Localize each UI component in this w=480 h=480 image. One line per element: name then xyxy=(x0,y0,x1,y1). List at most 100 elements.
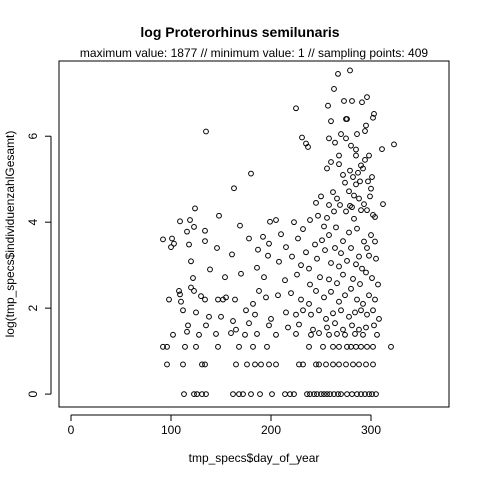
data-point xyxy=(340,238,346,244)
data-point xyxy=(370,114,376,121)
data-point xyxy=(330,310,336,317)
data-point xyxy=(347,202,353,209)
data-point xyxy=(229,251,235,258)
data-point xyxy=(310,326,316,333)
chart-subtitle: maximum value: 1877 // minimum value: 1 … xyxy=(80,46,428,60)
data-point xyxy=(326,135,332,142)
data-point xyxy=(330,361,336,368)
data-point xyxy=(350,276,356,282)
data-point xyxy=(254,264,260,271)
data-point xyxy=(362,128,368,134)
data-point xyxy=(192,205,198,212)
data-point xyxy=(300,307,306,314)
data-point xyxy=(356,253,362,260)
data-point xyxy=(344,257,350,264)
data-point xyxy=(358,343,364,350)
data-point xyxy=(370,307,376,314)
data-point xyxy=(326,202,332,208)
data-point xyxy=(379,146,385,153)
data-point xyxy=(233,326,239,333)
data-point xyxy=(358,307,364,314)
data-point xyxy=(218,313,224,320)
data-point xyxy=(331,208,337,215)
data-point xyxy=(268,315,274,322)
data-point xyxy=(358,391,364,398)
data-point xyxy=(363,361,369,368)
data-point xyxy=(347,67,353,74)
data-point xyxy=(336,152,342,159)
data-point xyxy=(349,322,355,329)
data-point xyxy=(314,391,320,398)
data-point xyxy=(328,260,334,266)
data-point xyxy=(327,391,333,398)
data-point xyxy=(296,321,302,328)
data-point xyxy=(275,292,281,299)
data-point xyxy=(318,193,324,200)
data-point xyxy=(344,116,350,122)
data-point xyxy=(184,228,190,235)
data-point xyxy=(354,391,360,398)
data-point xyxy=(300,226,306,232)
data-point xyxy=(203,391,209,398)
data-point xyxy=(313,288,319,294)
data-point xyxy=(296,361,302,368)
data-point xyxy=(328,288,334,295)
data-point xyxy=(380,201,386,208)
data-point xyxy=(316,361,322,368)
data-point xyxy=(354,296,360,303)
data-point xyxy=(364,207,370,214)
data-point xyxy=(354,225,360,232)
data-point xyxy=(256,288,262,294)
data-point xyxy=(230,391,236,398)
data-point xyxy=(336,298,342,305)
data-point xyxy=(232,296,238,303)
data-point xyxy=(391,141,397,148)
data-point xyxy=(335,391,341,398)
data-point xyxy=(342,179,348,186)
data-point xyxy=(314,255,320,262)
data-point xyxy=(336,161,342,168)
data-point xyxy=(341,98,347,104)
data-point xyxy=(289,253,295,260)
data-point xyxy=(349,98,355,104)
data-point xyxy=(370,343,376,350)
data-point xyxy=(362,156,368,163)
data-point xyxy=(252,311,258,318)
data-point xyxy=(199,361,205,368)
data-point xyxy=(273,331,279,338)
data-point xyxy=(340,271,346,278)
data-point xyxy=(369,174,375,180)
data-point xyxy=(257,391,263,398)
data-point xyxy=(326,331,332,338)
data-point xyxy=(369,391,375,398)
data-point xyxy=(328,118,334,125)
data-point xyxy=(363,122,369,129)
data-point xyxy=(338,250,344,257)
data-point xyxy=(366,152,372,159)
data-point xyxy=(261,274,267,281)
data-point xyxy=(361,201,367,208)
data-point xyxy=(332,320,338,327)
data-point xyxy=(291,219,297,226)
data-point xyxy=(374,331,380,338)
data-point xyxy=(317,274,323,281)
y-tick-label: 4 xyxy=(26,219,40,226)
data-point xyxy=(258,361,264,368)
data-point xyxy=(285,324,291,331)
data-point xyxy=(236,391,242,398)
data-point xyxy=(346,229,352,236)
data-point xyxy=(334,195,340,202)
data-point xyxy=(240,391,246,398)
data-point xyxy=(255,246,261,253)
data-point xyxy=(191,288,197,294)
data-point xyxy=(215,343,221,350)
data-point xyxy=(359,265,365,272)
data-point xyxy=(299,134,305,141)
data-point xyxy=(350,361,356,368)
data-point xyxy=(293,105,299,112)
data-point xyxy=(202,227,208,234)
data-point xyxy=(342,292,348,299)
data-point xyxy=(311,391,317,398)
data-point xyxy=(370,361,376,368)
data-point xyxy=(356,195,362,202)
